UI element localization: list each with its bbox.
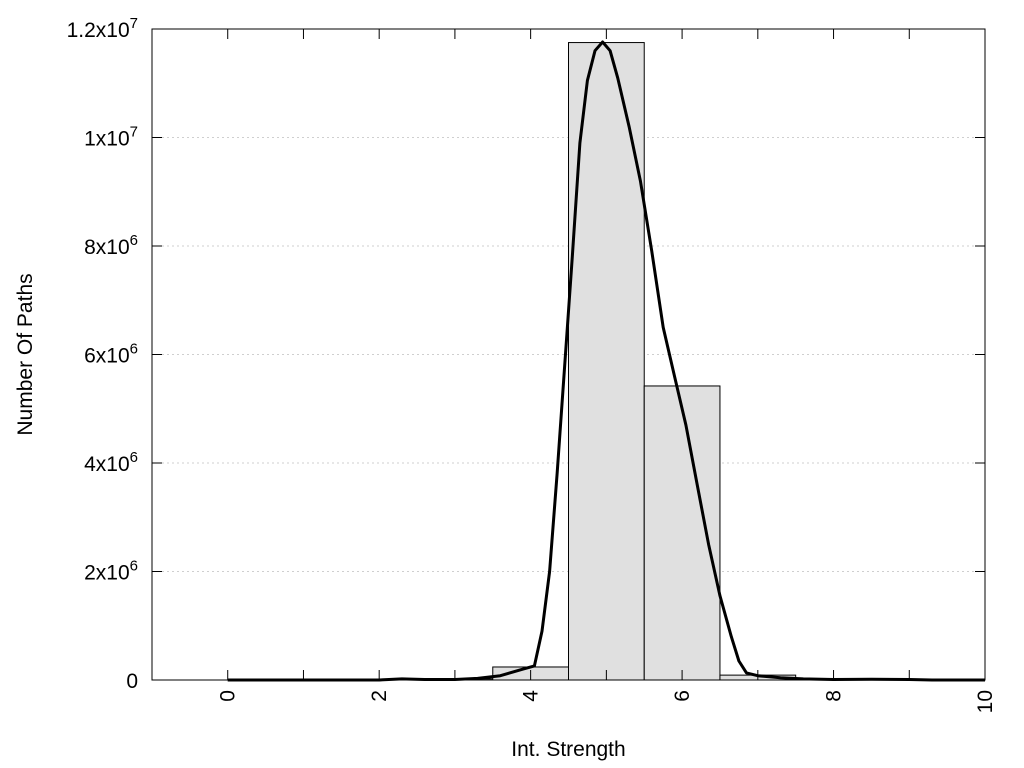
x-tick-label: 10 — [974, 690, 997, 713]
bar — [568, 42, 645, 681]
density-curve-line — [227, 40, 985, 682]
x-axis-ticks: 0 2 4 6 8 10 — [217, 29, 997, 713]
y-tick-label: 1.2x107 — [67, 15, 138, 42]
y-tick-label: 8x106 — [84, 232, 138, 259]
bars — [416, 42, 872, 681]
y-tick-label: 6x106 — [84, 341, 138, 368]
x-tick-label: 0 — [217, 690, 240, 702]
density-curve — [227, 40, 985, 682]
bar — [643, 385, 721, 681]
x-tick-label: 2 — [368, 690, 391, 702]
y-tick-label: 4x106 — [84, 449, 138, 476]
x-axis-label: Int. Strength — [511, 738, 625, 761]
x-tick-label: 8 — [823, 690, 846, 702]
y-tick-label: 1x107 — [84, 124, 138, 151]
y-axis-ticks: 0 2x106 4x106 6x106 8x106 1x107 1.2x107 — [67, 15, 985, 693]
y-axis-label: Number Of Paths — [14, 273, 37, 435]
x-tick-label: 6 — [671, 690, 694, 702]
y-tick-label: 0 — [126, 670, 138, 693]
x-tick-label: 4 — [520, 690, 543, 702]
y-tick-label: 2x106 — [84, 558, 138, 585]
